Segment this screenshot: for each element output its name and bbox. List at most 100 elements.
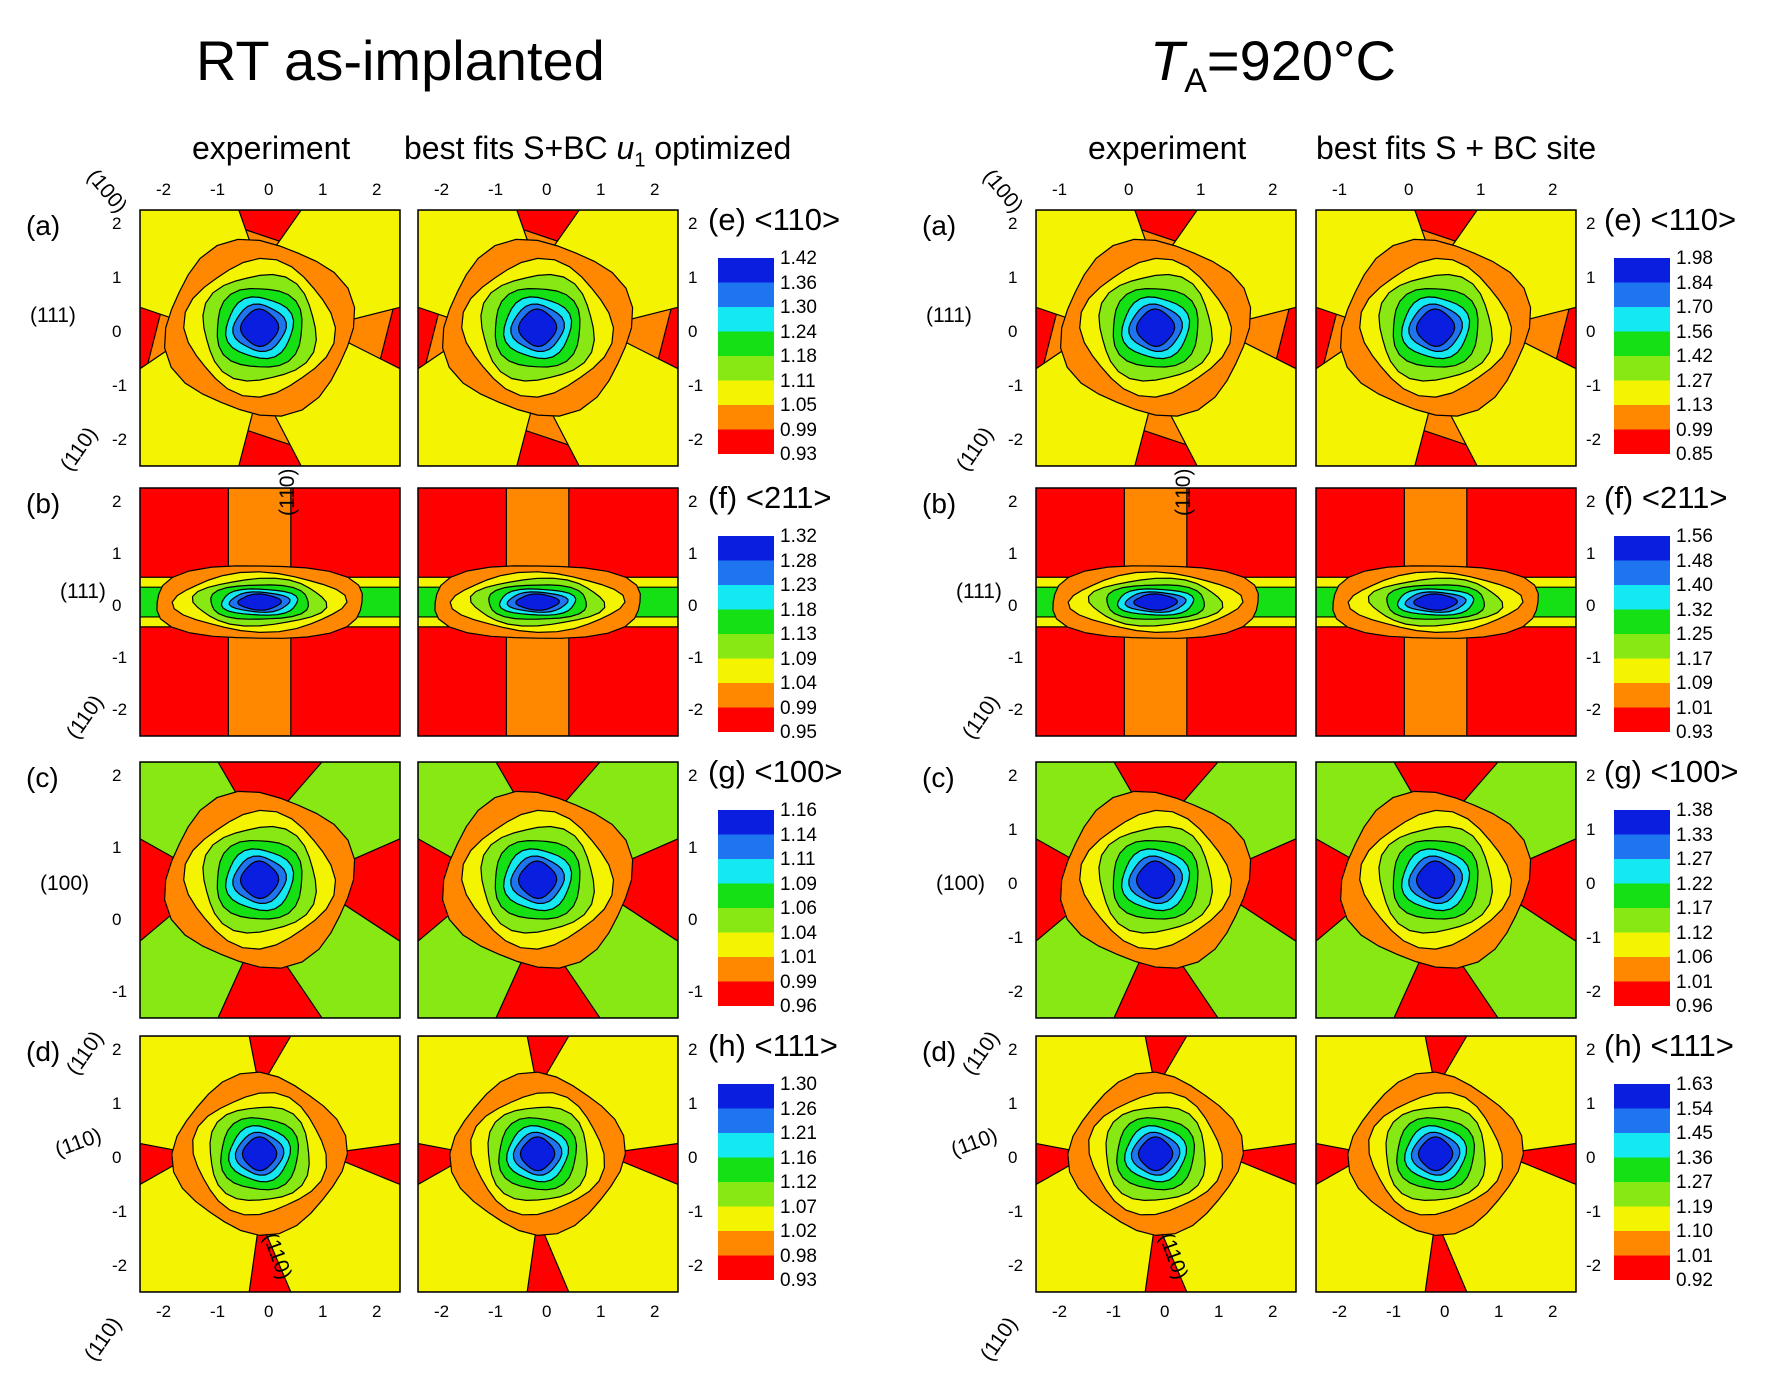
legend-swatch: [718, 1255, 774, 1280]
legend-value: 0.93: [1676, 722, 1713, 743]
legend-value: 1.18: [780, 599, 817, 621]
y-tick-label: 1: [1586, 268, 1596, 287]
y-tick-label: -2: [1586, 982, 1602, 1001]
x-tick-label: -2: [1332, 1302, 1348, 1321]
plane-label: (111): [956, 580, 1002, 603]
legend-swatch: [718, 1133, 774, 1158]
legend-swatch: [718, 1084, 774, 1109]
legend-value: 1.19: [1676, 1196, 1713, 1218]
legend-swatch: [718, 883, 774, 908]
legend-swatch: [718, 560, 774, 585]
y-tick-label: 0: [112, 596, 122, 615]
column-title-fit: best fits S+BC u1 optimized: [404, 130, 792, 172]
legend-value: 1.12: [1676, 922, 1713, 944]
legend-swatch: [1614, 634, 1670, 659]
y-tick-label: -1: [688, 982, 704, 1001]
y-tick-label: 0: [112, 910, 122, 929]
legend-swatch: [718, 707, 774, 732]
legend-value: 1.10: [1676, 1221, 1713, 1242]
plot-frame: [417, 487, 679, 737]
legend-value: 0.96: [1676, 996, 1713, 1017]
legend-value: 1.36: [780, 272, 817, 294]
legend-value: 1.27: [1676, 1172, 1713, 1193]
legend-swatch: [1614, 356, 1670, 381]
y-tick-label: 1: [688, 1094, 698, 1113]
legend-swatch: [718, 609, 774, 634]
group-title-rt: RT as-implanted: [196, 29, 605, 92]
legend-swatch: [718, 932, 774, 957]
y-tick-label: 0: [112, 322, 122, 341]
legend-swatch: [1614, 282, 1670, 307]
y-tick-label: 0: [1008, 1148, 1018, 1167]
contour-level: [241, 1136, 278, 1172]
y-tick-label: 0: [688, 910, 698, 929]
y-tick-label: -1: [688, 1202, 704, 1221]
legend-swatch: [1614, 1084, 1670, 1109]
contour-plot-fit: [1315, 487, 1577, 737]
x-tick-label: 2: [372, 1302, 382, 1321]
legend-swatch: [1614, 1231, 1670, 1256]
row-label: (c): [26, 762, 59, 793]
contour-level: [239, 308, 280, 348]
y-tick-label: 0: [1586, 322, 1596, 341]
plane-label: (111): [926, 304, 972, 327]
contour-plot-experiment: [139, 209, 401, 467]
legend-title: (g) <100>: [1604, 754, 1739, 789]
x-tick-label: 2: [650, 180, 660, 199]
y-tick-label: 0: [1008, 874, 1018, 893]
y-tick-label: -1: [1008, 648, 1024, 667]
legend-value: 1.70: [1676, 297, 1713, 318]
legend-title: (h) <111>: [1604, 1028, 1734, 1063]
y-tick-label: 2: [1586, 492, 1596, 511]
legend-value: 1.05: [780, 395, 817, 416]
legend-value: 1.42: [780, 248, 817, 269]
y-tick-label: 0: [688, 596, 698, 615]
contour-level: [519, 1136, 556, 1172]
legend-value: 0.98: [780, 1245, 817, 1267]
x-tick-label: -2: [1052, 1302, 1068, 1321]
y-tick-label: 1: [1008, 544, 1018, 563]
contour-level: [1137, 1136, 1174, 1172]
plane-label: (111): [30, 304, 76, 327]
contour-level: [1415, 308, 1456, 348]
contour-level: [1413, 593, 1459, 611]
x-tick-label: 0: [1124, 180, 1134, 199]
legend-swatch: [1614, 957, 1670, 982]
row-label: (a): [26, 210, 61, 241]
y-tick-label: -1: [112, 376, 128, 395]
legend-swatch: [1614, 380, 1670, 405]
legend-swatch: [1614, 307, 1670, 332]
plane-label: (110): [276, 468, 299, 516]
y-tick-label: 1: [1008, 820, 1018, 839]
legend-swatch: [718, 380, 774, 405]
legend-value: 1.09: [780, 648, 817, 670]
y-tick-label: 0: [688, 1148, 698, 1167]
legend-value: 1.16: [780, 800, 817, 821]
y-tick-label: -2: [1586, 700, 1602, 719]
legend-swatch: [1614, 585, 1670, 610]
legend-swatch: [718, 957, 774, 982]
legend-value: 1.32: [780, 526, 817, 547]
contour-level: [1135, 860, 1176, 900]
y-tick-label: 0: [1586, 596, 1596, 615]
x-tick-label: -1: [488, 180, 504, 199]
x-tick-label: 2: [1548, 1302, 1558, 1321]
plot-frame: [417, 209, 679, 467]
y-tick-label: 0: [1008, 596, 1018, 615]
y-tick-label: 0: [1008, 322, 1018, 341]
contour-plot-fit: [417, 761, 679, 1019]
legend-swatch: [718, 258, 774, 283]
legend-value: 0.92: [1676, 1270, 1713, 1291]
legend-swatch: [1614, 810, 1670, 835]
legend-value: 1.01: [1676, 697, 1713, 719]
plot-frame: [139, 487, 401, 737]
x-tick-label: 0: [542, 1302, 552, 1321]
x-tick-label: -1: [488, 1302, 504, 1321]
y-tick-label: 2: [1008, 766, 1018, 785]
x-tick-label: 0: [1440, 1302, 1450, 1321]
plane-label: (111): [60, 580, 106, 603]
y-tick-label: 2: [112, 214, 122, 233]
x-tick-label: -2: [156, 1302, 172, 1321]
legend-value: 1.01: [1676, 971, 1713, 993]
